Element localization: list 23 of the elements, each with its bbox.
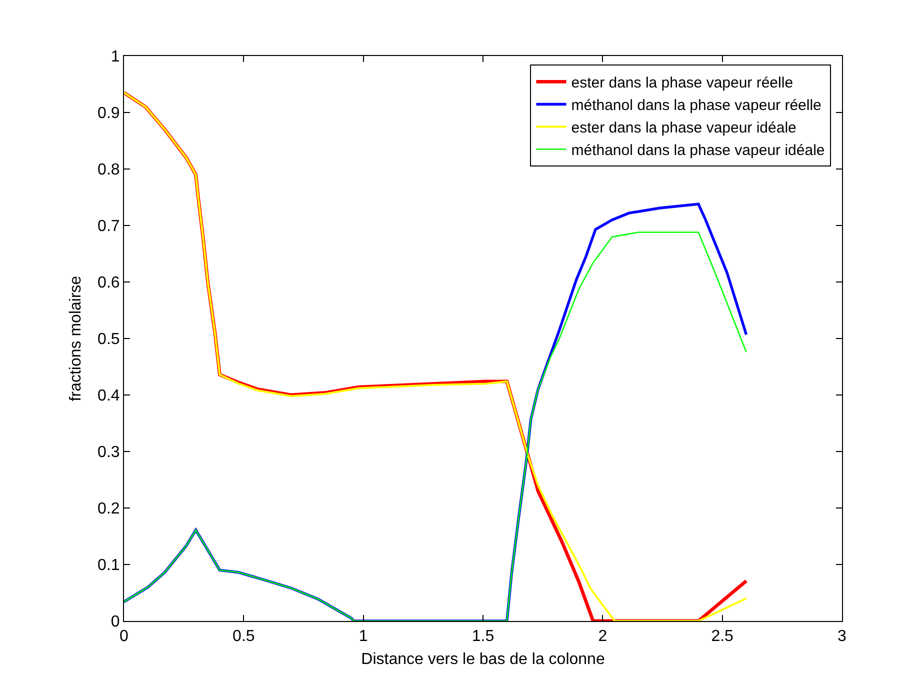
x-tick-label: 0.5 xyxy=(232,628,255,646)
y-tick-label: 0.1 xyxy=(98,557,120,574)
legend-label: ester dans la phase vapeur idéale xyxy=(571,120,796,137)
legend-label: ester dans la phase vapeur réelle xyxy=(571,74,794,92)
y-tick-label: 0.2 xyxy=(98,500,120,518)
y-tick-label: 1 xyxy=(110,48,120,66)
x-tick-label: 3 xyxy=(838,628,847,646)
x-tick-label: 1 xyxy=(358,628,368,646)
y-tick-label: 0.5 xyxy=(98,331,120,348)
x-tick-label: 2.5 xyxy=(711,628,734,646)
y-tick-label: 0.8 xyxy=(98,162,120,179)
y-tick-label: 0.4 xyxy=(98,388,120,405)
y-tick-label: 0.7 xyxy=(98,218,120,236)
x-axis-title: Distance vers le bas de la colonne xyxy=(361,650,605,668)
legend-label: méthanol dans la phase vapeur réelle xyxy=(571,97,822,114)
x-tick-label: 2 xyxy=(598,628,608,646)
y-axis-title: fractions molairse xyxy=(67,276,84,402)
y-tick-label: 0.3 xyxy=(98,444,120,462)
legend-label: méthanol dans la phase vapeur idéale xyxy=(571,142,825,160)
x-tick-label: 1.5 xyxy=(472,628,494,646)
y-tick-label: 0 xyxy=(110,614,120,631)
y-tick-label: 0.9 xyxy=(98,105,120,122)
y-tick-label: 0.6 xyxy=(98,274,120,292)
